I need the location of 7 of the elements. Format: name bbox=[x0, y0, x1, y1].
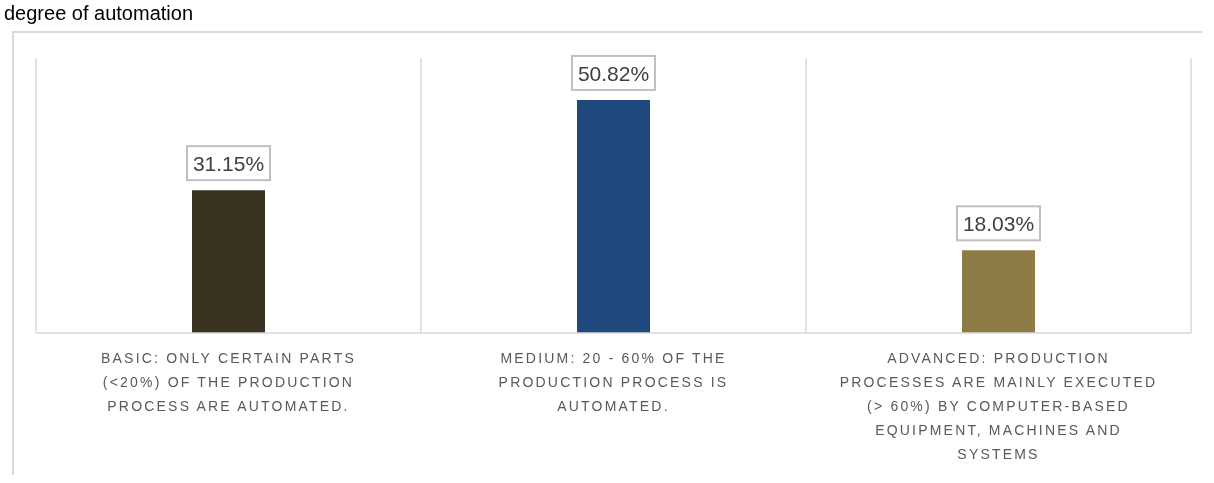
chart-title: degree of automation bbox=[4, 2, 194, 25]
data-label: 31.15% bbox=[192, 152, 265, 176]
x-tick-label: ADVANCED: PRODUCTION PROCESSES ARE MAINLY EXECUTED (> 60%) BY COMPUTER-BASED EQUIPMENT, MACHINES AND SYSTEMS bbox=[839, 350, 1158, 462]
x-tick-label: BASIC: ONLY CERTAIN PARTS (<20%) OF THE PRODUCTION PROCESS ARE AUTOMATED. bbox=[101, 350, 356, 414]
x-tick-label: MEDIUM: 20 - 60% OF THE PRODUCTION PROCESS IS AUTOMATED. bbox=[498, 350, 729, 414]
data-label: 18.03% bbox=[962, 212, 1035, 236]
data-label: 50.82% bbox=[577, 61, 650, 85]
